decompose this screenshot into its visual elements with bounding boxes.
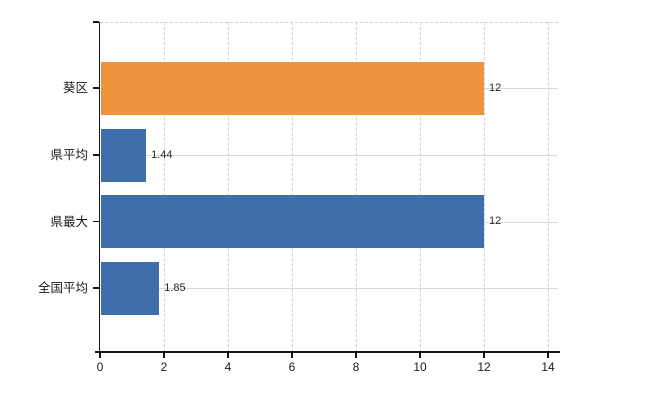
x-axis-tick — [99, 352, 101, 358]
gridline-h — [100, 288, 558, 289]
x-tick-label: 0 — [96, 360, 104, 374]
x-axis-tick — [483, 352, 485, 358]
x-tick-label: 14 — [541, 360, 555, 374]
x-axis-tick — [355, 352, 357, 358]
category-label: 全国平均 — [37, 281, 88, 295]
bar-3 — [101, 261, 160, 315]
x-tick-label: 8 — [352, 360, 360, 374]
x-axis-tick — [227, 352, 229, 358]
y-axis-line — [98, 22, 100, 352]
gridline-v — [164, 22, 165, 352]
value-label: 1.85 — [164, 281, 186, 294]
gridline-v — [548, 22, 549, 352]
category-label: 県平均 — [50, 148, 88, 162]
value-label: 12 — [489, 215, 502, 227]
x-axis-tick — [547, 352, 549, 358]
category-label: 葵区 — [62, 81, 88, 95]
x-tick-label: 10 — [413, 360, 427, 374]
gridline-v — [292, 22, 293, 352]
y-axis-tick — [92, 220, 99, 223]
y-axis-tick — [92, 154, 99, 156]
gridline-h — [100, 155, 558, 156]
bar-0 — [101, 61, 484, 115]
y-axis-tick — [92, 287, 99, 289]
y-axis-tick — [92, 87, 99, 89]
bar-1 — [101, 128, 147, 182]
x-tick-label: 12 — [477, 360, 491, 374]
bar-2 — [101, 195, 484, 248]
x-axis-line — [95, 351, 560, 353]
x-tick-label: 2 — [160, 360, 168, 374]
value-label: 1.44 — [151, 148, 173, 161]
x-tick-label: 6 — [288, 360, 296, 374]
gridline-v — [484, 22, 485, 352]
x-axis-tick — [419, 352, 421, 358]
gridline-v — [356, 22, 357, 352]
x-tick-label: 4 — [224, 360, 232, 374]
x-axis-tick — [291, 352, 293, 358]
x-axis-tick — [163, 352, 165, 358]
gridline-v — [228, 22, 229, 352]
value-label: 12 — [489, 81, 502, 94]
y-axis-tick — [92, 21, 99, 23]
plot-top-border — [100, 22, 558, 23]
category-label: 県最大 — [50, 214, 88, 229]
gridline-v — [420, 22, 421, 352]
